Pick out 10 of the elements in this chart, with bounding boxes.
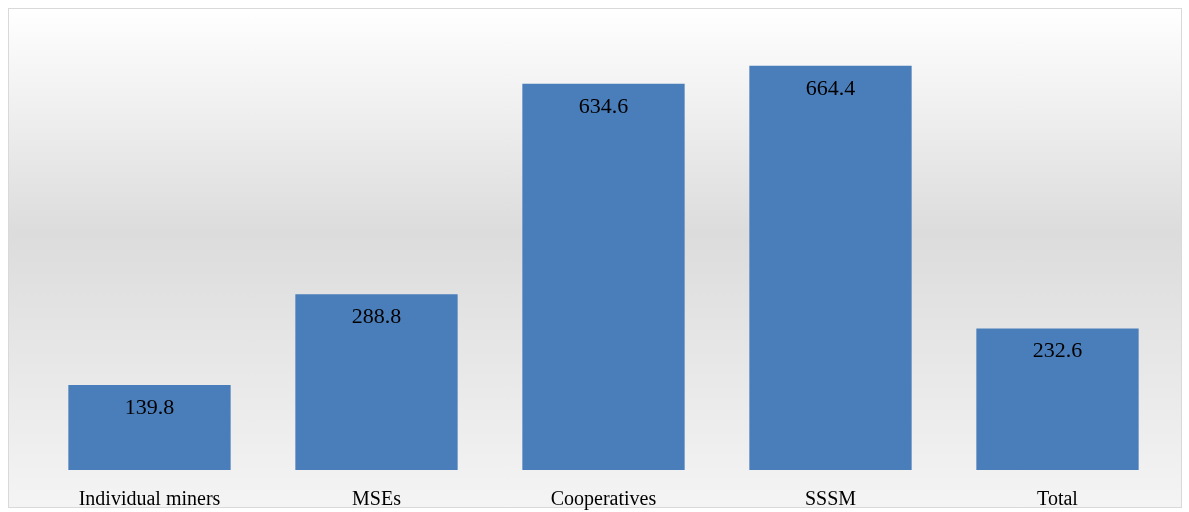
x-tick-label: SSSM: [804, 486, 857, 509]
x-tick-label: Total: [1037, 486, 1079, 509]
x-tick-label: Individual miners: [78, 486, 221, 509]
data-label: 139.8: [124, 393, 175, 419]
x-tick-label: MSEs: [352, 486, 402, 509]
data-label: 664.4: [805, 74, 856, 100]
x-tick-label: Cooperatives: [550, 486, 657, 510]
data-label: 634.6: [578, 92, 629, 118]
data-label: 288.8: [351, 303, 402, 329]
data-label: 232.6: [1032, 337, 1083, 363]
